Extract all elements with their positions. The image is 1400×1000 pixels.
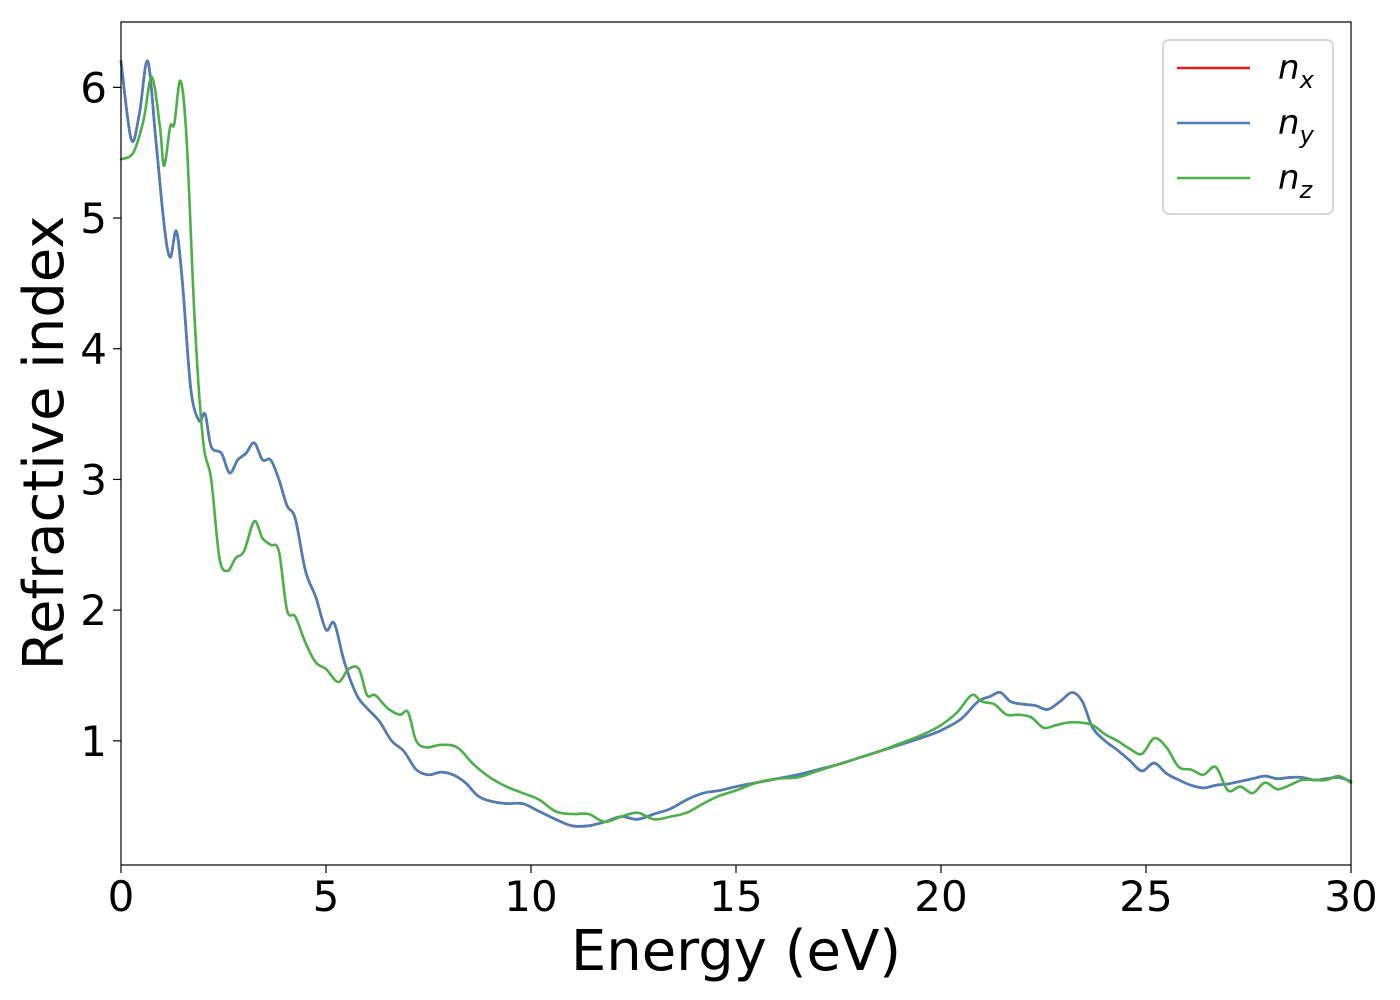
series-line-n-y — [119, 59, 1353, 828]
x-axis-label: Energy (eV) — [571, 919, 901, 984]
y-tick-label: 3 — [80, 455, 107, 504]
x-tick-label: 25 — [1119, 872, 1172, 921]
y-tick-label: 1 — [80, 717, 107, 766]
y-tick-label: 5 — [80, 194, 107, 243]
x-tick-label: 15 — [709, 872, 762, 921]
x-axis: 0 5 10 15 20 25 30 — [108, 865, 1378, 921]
series-layer — [119, 59, 1353, 828]
y-tick-label: 6 — [80, 63, 107, 112]
y-tick-label: 2 — [80, 586, 107, 635]
x-tick-label: 30 — [1324, 872, 1377, 921]
x-tick-label: 5 — [313, 872, 340, 921]
x-tick-label: 10 — [504, 872, 557, 921]
y-tick-label: 4 — [80, 325, 107, 374]
x-tick-label: 20 — [914, 872, 967, 921]
y-axis: 1 2 3 4 5 6 — [80, 63, 121, 766]
y-axis-label: Refractive index — [12, 216, 77, 671]
series-line-n-z — [119, 75, 1353, 824]
legend-frame — [1162, 39, 1334, 215]
x-tick-label: 0 — [108, 872, 135, 921]
